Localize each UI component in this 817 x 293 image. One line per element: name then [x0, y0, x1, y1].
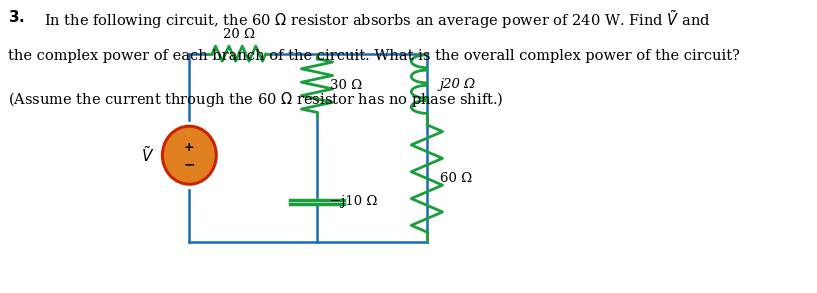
Text: $\mathbf{3.}$: $\mathbf{3.}$ — [8, 9, 25, 25]
Text: 20 Ω: 20 Ω — [223, 28, 255, 40]
Text: +: + — [184, 142, 194, 154]
Text: (Assume the current through the 60 $\Omega$ resistor has no phase shift.): (Assume the current through the 60 $\Ome… — [8, 90, 504, 109]
Text: 60 Ω: 60 Ω — [440, 172, 471, 185]
Text: the complex power of each branch of the circuit. What is the overall complex pow: the complex power of each branch of the … — [8, 49, 740, 63]
Text: −: − — [184, 157, 195, 171]
Ellipse shape — [163, 126, 217, 184]
Text: −j10 Ω: −j10 Ω — [330, 195, 377, 208]
Text: In the following circuit, the 60 $\Omega$ resistor absorbs an average power of 2: In the following circuit, the 60 $\Omega… — [44, 9, 711, 31]
Text: 30 Ω: 30 Ω — [330, 79, 362, 92]
Text: $\tilde{V}$: $\tilde{V}$ — [141, 145, 154, 165]
Text: j20 Ω: j20 Ω — [440, 78, 475, 91]
